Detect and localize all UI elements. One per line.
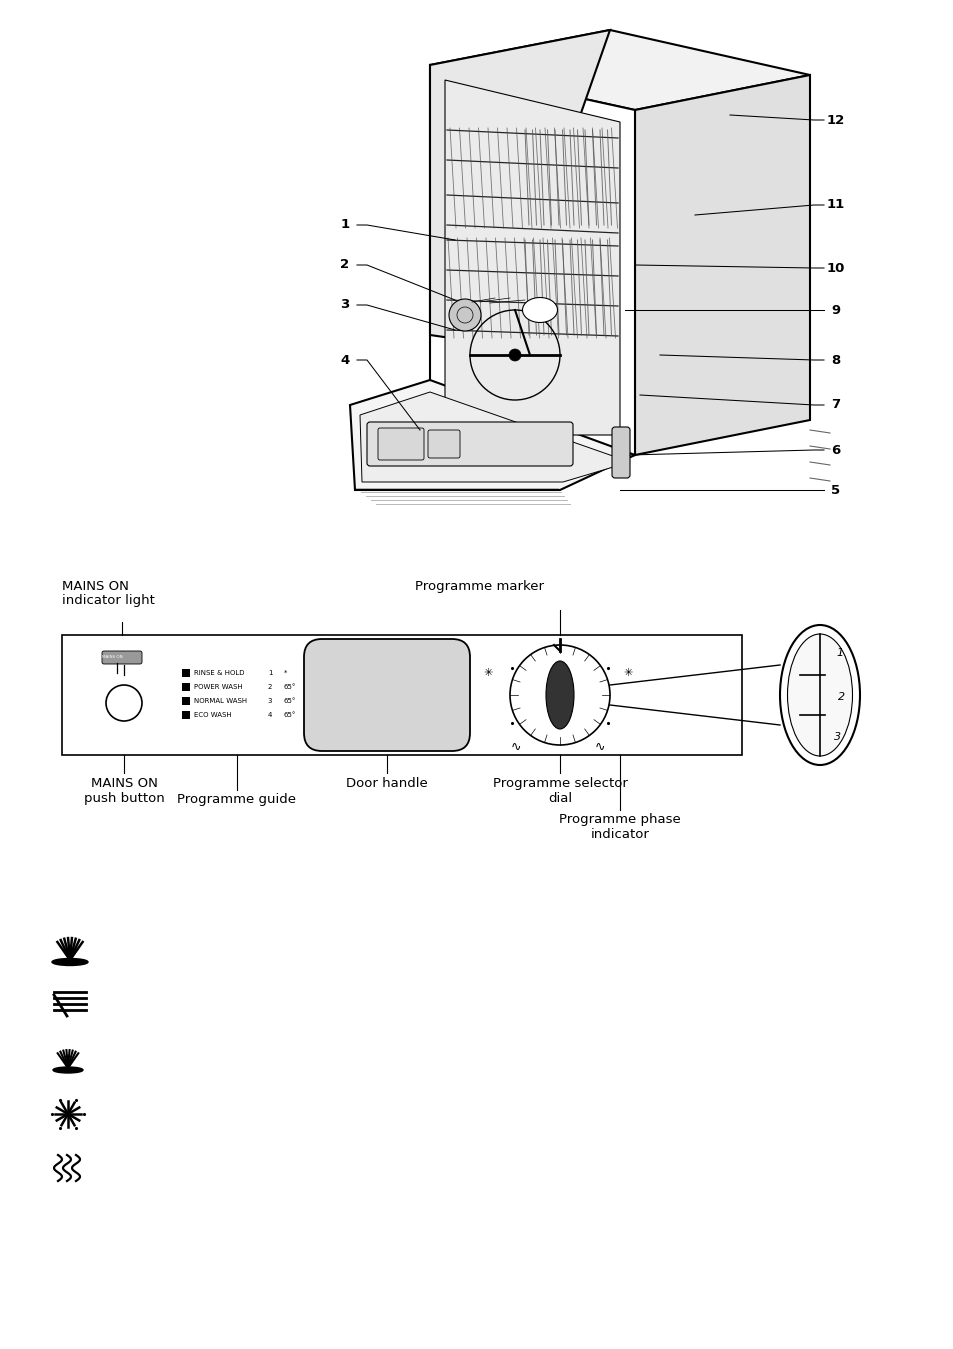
- Text: 4: 4: [340, 353, 349, 367]
- Text: ∿: ∿: [594, 741, 604, 754]
- FancyBboxPatch shape: [612, 428, 629, 478]
- Text: 2: 2: [268, 684, 272, 689]
- Text: Programme marker: Programme marker: [415, 580, 543, 594]
- Polygon shape: [350, 380, 635, 490]
- Text: ECO WASH: ECO WASH: [193, 712, 232, 718]
- Bar: [62, 635, 741, 755]
- Polygon shape: [359, 393, 629, 482]
- Polygon shape: [635, 76, 809, 455]
- Text: Door handle: Door handle: [346, 777, 428, 791]
- Polygon shape: [430, 65, 635, 455]
- Circle shape: [106, 685, 142, 720]
- Text: indicator light: indicator light: [62, 594, 154, 607]
- Circle shape: [510, 645, 609, 745]
- Ellipse shape: [52, 959, 88, 966]
- Bar: [182, 711, 190, 719]
- FancyBboxPatch shape: [102, 652, 142, 664]
- Text: 3: 3: [268, 697, 272, 704]
- FancyBboxPatch shape: [428, 430, 459, 459]
- Ellipse shape: [780, 625, 859, 765]
- Polygon shape: [444, 80, 619, 434]
- Text: *: *: [284, 670, 287, 676]
- Text: 5: 5: [831, 483, 840, 496]
- Text: 1: 1: [268, 670, 272, 676]
- Bar: [182, 683, 190, 691]
- Text: 6: 6: [830, 444, 840, 456]
- Text: 65°: 65°: [284, 697, 296, 704]
- Text: ∿: ∿: [510, 741, 520, 754]
- FancyBboxPatch shape: [304, 639, 470, 751]
- Ellipse shape: [53, 1067, 83, 1072]
- Text: 7: 7: [831, 398, 840, 411]
- Text: 9: 9: [831, 304, 840, 317]
- Polygon shape: [430, 30, 809, 111]
- Text: Programme selector
dial: Programme selector dial: [492, 777, 627, 805]
- Text: RINSE & HOLD: RINSE & HOLD: [193, 670, 244, 676]
- FancyBboxPatch shape: [377, 428, 423, 460]
- Text: NORMAL WASH: NORMAL WASH: [193, 697, 247, 704]
- Text: 3: 3: [834, 733, 841, 742]
- Text: MAINS ON: MAINS ON: [102, 656, 123, 660]
- Polygon shape: [430, 30, 609, 345]
- Text: 65°: 65°: [284, 684, 296, 689]
- Bar: [182, 697, 190, 706]
- Text: 4: 4: [268, 712, 272, 718]
- Text: 2: 2: [340, 259, 349, 271]
- Text: 11: 11: [826, 198, 844, 212]
- Text: MAINS ON: MAINS ON: [62, 580, 129, 594]
- Ellipse shape: [545, 661, 574, 728]
- Circle shape: [449, 299, 480, 331]
- Text: POWER WASH: POWER WASH: [193, 684, 242, 689]
- Text: 10: 10: [826, 262, 844, 274]
- Ellipse shape: [786, 634, 852, 755]
- Ellipse shape: [522, 298, 557, 322]
- Text: ✳: ✳: [622, 668, 632, 679]
- Text: 1: 1: [340, 219, 349, 232]
- Text: Programme guide: Programme guide: [177, 793, 296, 805]
- Text: 3: 3: [340, 298, 349, 312]
- Bar: [182, 669, 190, 677]
- Circle shape: [509, 349, 520, 362]
- Text: 65°: 65°: [284, 712, 296, 718]
- Text: ✳: ✳: [483, 668, 492, 679]
- FancyBboxPatch shape: [367, 422, 573, 465]
- Text: 8: 8: [830, 353, 840, 367]
- Text: 12: 12: [826, 113, 844, 127]
- Text: Programme phase
indicator: Programme phase indicator: [558, 813, 680, 840]
- Text: MAINS ON
push button: MAINS ON push button: [84, 777, 164, 805]
- Text: 2: 2: [838, 692, 844, 701]
- Text: 1: 1: [836, 648, 842, 658]
